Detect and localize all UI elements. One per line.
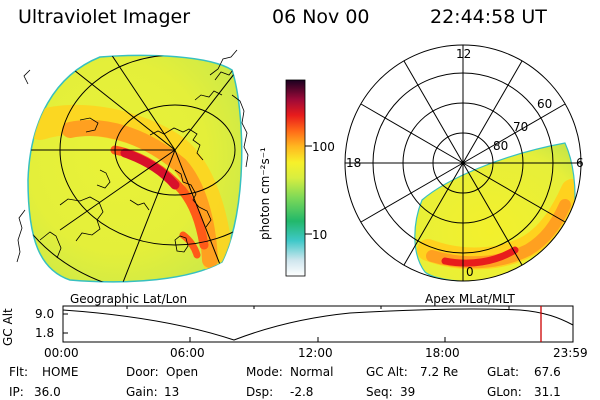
status-mode-key: Mode: bbox=[246, 365, 283, 379]
altitude-xtick-1200: 12:00 bbox=[298, 346, 333, 360]
status-gcalt-key: GC Alt: bbox=[366, 365, 408, 379]
altitude-xtick-2359: 23:59 bbox=[553, 346, 588, 360]
color-scale-bar bbox=[285, 79, 312, 277]
status-dsp-value: -2.8 bbox=[290, 385, 314, 399]
app-title: Ultraviolet Imager bbox=[18, 6, 191, 28]
status-glat-value: 67.6 bbox=[534, 365, 561, 379]
geographic-image bbox=[16, 49, 249, 283]
status-door-value: Open bbox=[166, 365, 199, 379]
status-mode-value: Normal bbox=[290, 365, 334, 379]
status-glon-key: GLon: bbox=[487, 385, 522, 399]
altitude-ytick-9: 9.0 bbox=[35, 307, 55, 321]
status-gain-value: 13 bbox=[164, 385, 180, 399]
status-glon-value: 31.1 bbox=[534, 385, 561, 399]
status-gain-key: Gain: bbox=[126, 385, 158, 399]
lat-label-60: 60 bbox=[537, 97, 553, 111]
altitude-xtick-1800: 18:00 bbox=[425, 346, 460, 360]
status-door-key: Door: bbox=[126, 365, 159, 379]
status-seq-value: 39 bbox=[400, 385, 416, 399]
status-dsp-key: Dsp: bbox=[246, 385, 274, 399]
altitude-plot bbox=[62, 305, 574, 343]
geographic-panel-label: Geographic Lat/Lon bbox=[70, 292, 188, 306]
altitude-xtick-0000: 00:00 bbox=[44, 346, 79, 360]
lat-label-80: 80 bbox=[493, 139, 509, 153]
status-ip-value: 36.0 bbox=[34, 385, 61, 399]
date-readout: 06 Nov 00 bbox=[272, 6, 370, 28]
status-glat-key: GLat: bbox=[487, 365, 520, 379]
status-seq-key: Seq: bbox=[366, 385, 393, 399]
colorbar-unit-label: photon cm⁻²s⁻¹ bbox=[258, 147, 272, 240]
status-flt-key: Flt: bbox=[9, 365, 28, 379]
altitude-ylabel: GC Alt bbox=[1, 308, 15, 346]
altitude-ytick-1-8: 1.8 bbox=[35, 326, 55, 340]
altitude-xtick-0600: 06:00 bbox=[170, 346, 205, 360]
status-flt-value: HOME bbox=[42, 365, 79, 379]
status-ip-key: IP: bbox=[9, 385, 24, 399]
lat-label-70: 70 bbox=[513, 120, 529, 134]
status-gcalt-value: 7.2 Re bbox=[420, 365, 459, 379]
mlt-label-18: 18 bbox=[346, 156, 362, 170]
time-readout: 22:44:58 UT bbox=[430, 6, 547, 28]
polar-panel-label: Apex MLat/MLT bbox=[425, 292, 515, 306]
mlt-label-6: 6 bbox=[576, 156, 584, 170]
mlt-label-0: 0 bbox=[466, 265, 474, 279]
colorbar-tick-100: 100 bbox=[312, 140, 335, 154]
mlt-label-12: 12 bbox=[456, 47, 472, 61]
polar-image bbox=[344, 44, 582, 282]
colorbar-tick-10: 10 bbox=[312, 228, 328, 242]
